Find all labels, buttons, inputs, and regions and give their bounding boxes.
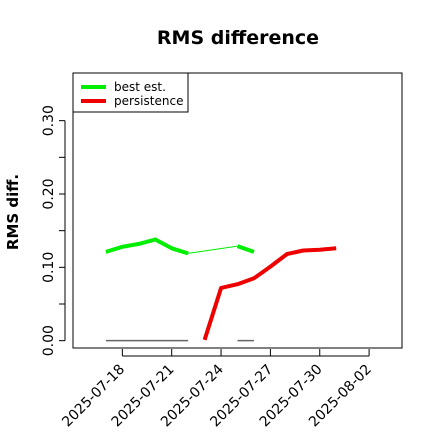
series-best-est-line [236, 244, 255, 254]
x-axis: 2025-07-182025-07-212025-07-242025-07-27… [59, 349, 375, 430]
series-persistence-line [202, 246, 337, 341]
series-best-est-thin-line [188, 245, 238, 254]
series-best-est-line [105, 237, 189, 256]
legend-box [72, 72, 189, 113]
y-tick-label: 0.30 [41, 105, 57, 136]
y-tick-label: 0.20 [41, 178, 57, 209]
legend-label: persistence [114, 94, 183, 108]
y-axis-label: RMS diff. [4, 174, 22, 250]
plot-area [72, 72, 403, 349]
y-axis: 0.00 0.10 0.20 0.30 [41, 105, 66, 356]
y-tick-label: 0.10 [41, 252, 57, 283]
chart-title: RMS difference [157, 27, 319, 49]
legend: best est.persistence [72, 72, 189, 113]
series-layer [105, 237, 337, 342]
legend-label: best est. [114, 80, 166, 94]
y-tick-label: 0.00 [41, 325, 57, 356]
